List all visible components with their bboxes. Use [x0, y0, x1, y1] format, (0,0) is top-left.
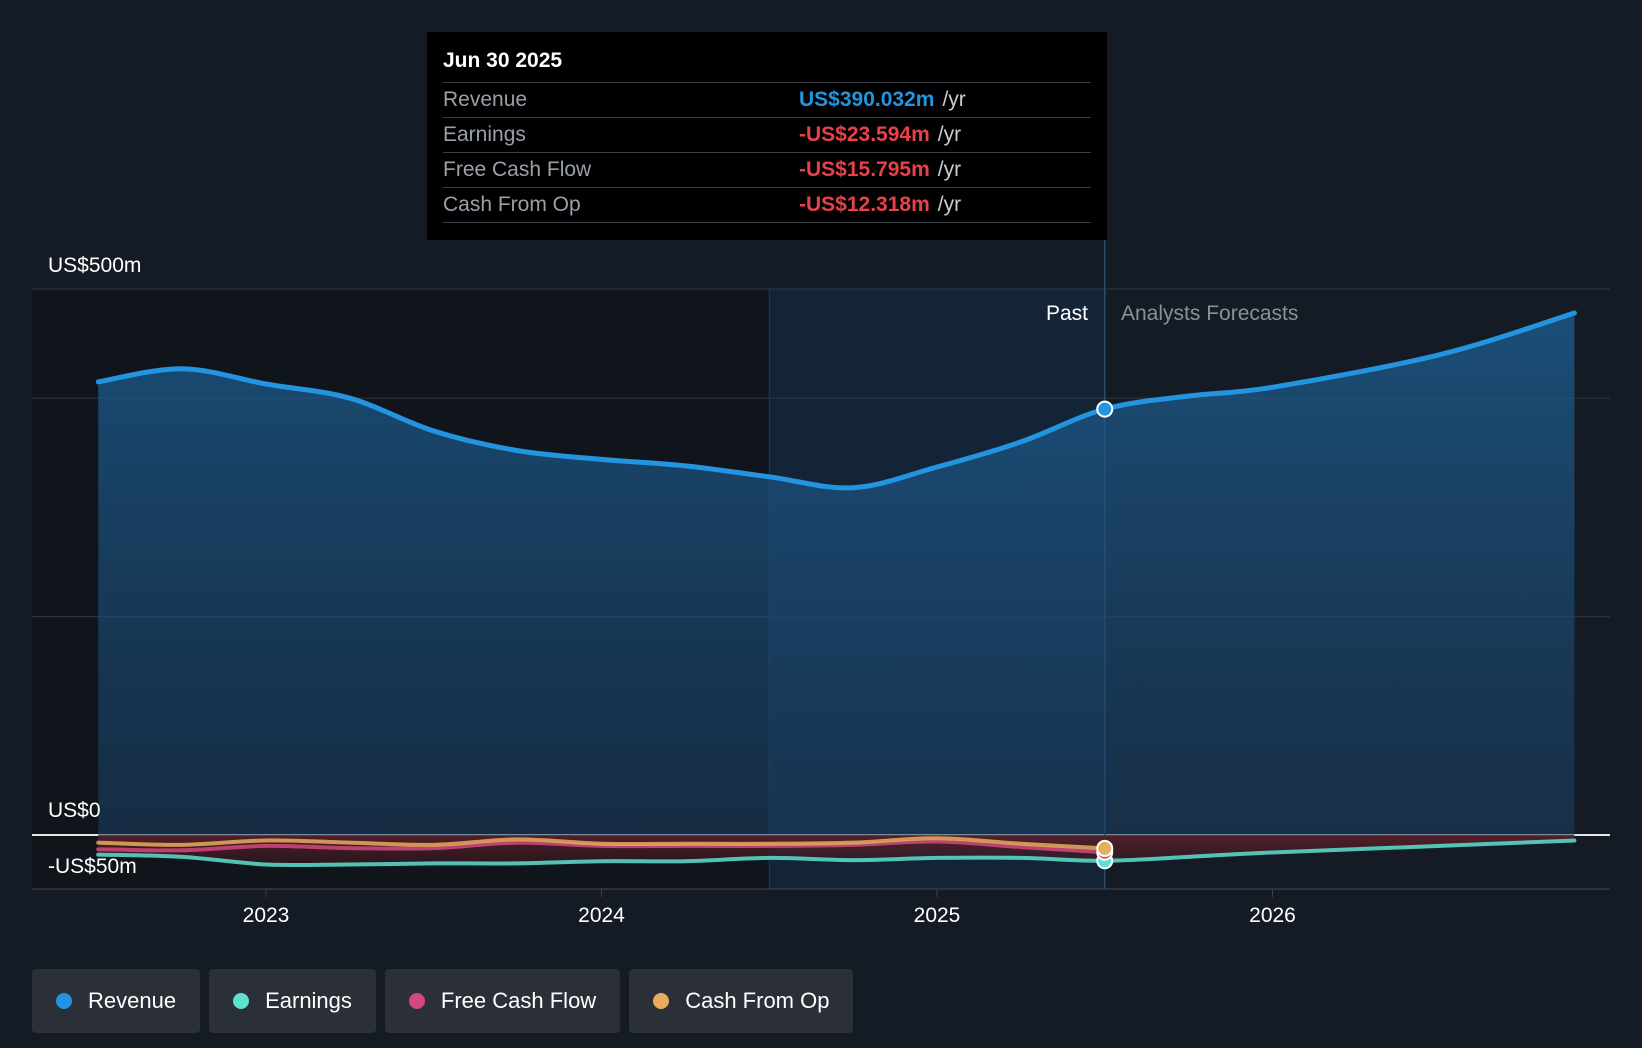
past-label: Past: [1046, 302, 1088, 325]
legend-dot-icon: [408, 993, 425, 1009]
x-tick-label: 2024: [578, 904, 625, 927]
tooltip-unit: /yr: [937, 193, 962, 216]
y-label-top: US$500m: [48, 254, 141, 277]
tooltip-unit: /yr: [942, 88, 966, 111]
revenue-marker: [1096, 400, 1114, 418]
legend: Revenue Earnings Free Cash Flow Cash Fro…: [32, 969, 854, 1033]
legend-item-cash-from-op[interactable]: Cash From Op: [629, 969, 854, 1033]
x-tick-label: 2023: [243, 904, 290, 927]
tooltip-value: -US$12.318m: [799, 193, 930, 216]
tooltip-row-free-cash-flow: Free Cash Flow -US$15.795m /yr: [443, 152, 1091, 187]
tooltip-row-revenue: Revenue US$390.032m /yr: [443, 82, 1091, 117]
x-tick-label: 2026: [1249, 904, 1296, 927]
tooltip-label: Revenue: [443, 88, 528, 111]
y-label-zero: US$0: [48, 799, 101, 822]
legend-item-earnings[interactable]: Earnings: [209, 969, 376, 1033]
free-cash-flow-line: [96, 839, 1107, 855]
series-line-layer: [95, 310, 1577, 868]
revenue-area: [98, 313, 1575, 835]
axis-labels: US$500m US$0 -US$50m Past Analysts Forec…: [48, 254, 1298, 878]
y-label-bottom: -US$50m: [48, 855, 137, 878]
highlight-markers: [1096, 400, 1114, 870]
legend-label: Earnings: [265, 988, 352, 1013]
x-axis-ticks: 2023 2024 2025 2026: [243, 889, 1296, 927]
tooltip-value: -US$23.594m: [799, 123, 930, 146]
tooltip-unit: /yr: [937, 158, 962, 181]
tooltip-value: -US$15.795m: [799, 158, 930, 181]
tooltip-label: Cash From Op: [443, 193, 581, 216]
tooltip-date: Jun 30 2025: [443, 49, 563, 72]
legend-label: Free Cash Flow: [440, 988, 597, 1013]
tooltip-label: Free Cash Flow: [443, 158, 592, 181]
legend-label: Revenue: [88, 988, 177, 1013]
x-tick-label: 2025: [914, 904, 961, 927]
tooltip-label: Earnings: [443, 123, 526, 146]
forecast-label: Analysts Forecasts: [1121, 302, 1298, 325]
legend-item-revenue[interactable]: Revenue: [32, 969, 201, 1033]
tooltip: Jun 30 2025 Revenue US$390.032m /yr Earn…: [427, 32, 1107, 240]
tooltip-value: US$390.032m: [799, 88, 935, 111]
revenue-line: [95, 310, 1577, 491]
legend-item-free-cash-flow[interactable]: Free Cash Flow: [384, 969, 621, 1033]
tooltip-row-cash-from-op: Cash From Op -US$12.318m /yr: [443, 187, 1091, 223]
tooltip-unit: /yr: [937, 123, 962, 146]
earnings-line: [96, 838, 1577, 868]
tooltip-row-earnings: Earnings -US$23.594m /yr: [443, 117, 1091, 152]
legend-label: Cash From Op: [685, 988, 830, 1013]
legend-dot-icon: [56, 993, 72, 1009]
cash-from-op-marker: [1096, 839, 1114, 857]
cash-from-op-line: [96, 836, 1107, 851]
legend-dot-icon: [653, 993, 670, 1009]
legend-dot-icon: [233, 993, 250, 1009]
